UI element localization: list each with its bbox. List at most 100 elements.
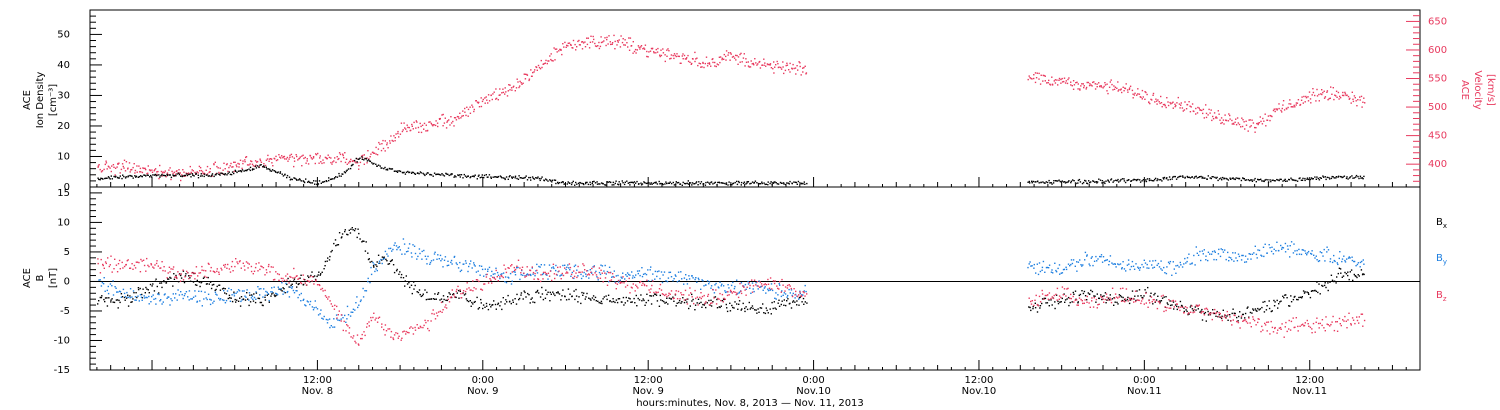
data-point [767,278,769,281]
data-point [211,173,214,175]
data-point [286,283,288,286]
data-point [505,299,507,301]
data-point [346,305,349,308]
data-point [633,50,636,53]
data-point [1082,292,1085,295]
data-point [1201,311,1203,313]
data-point [1083,85,1085,87]
data-point [781,182,783,184]
data-point [193,175,195,177]
data-point [418,248,421,250]
data-point [236,165,238,168]
data-point [560,49,562,51]
data-point [429,121,431,123]
data-point [595,274,598,276]
data-point [782,284,784,286]
data-point [300,274,302,276]
data-point [750,292,752,294]
data-point [164,175,167,177]
data-point [610,181,612,184]
data-point [487,308,490,311]
data-point [264,164,267,167]
data-point [290,153,293,156]
data-point [1323,97,1326,99]
data-point [715,289,717,291]
data-point [801,182,803,184]
data-point [1226,178,1228,180]
data-point [185,273,187,275]
data-point [685,58,687,60]
data-point [160,267,162,269]
data-point [1126,298,1129,301]
data-point [792,300,795,302]
data-point [255,298,257,300]
data-point [127,175,129,177]
top-ylabel-line1: ACE [22,90,33,110]
data-point [734,285,736,288]
data-point [506,301,508,303]
data-point [433,124,435,126]
data-point [233,170,235,173]
data-point [1236,260,1239,262]
data-point [796,300,798,302]
data-point [494,278,497,280]
data-point [1305,95,1307,98]
data-point [769,288,772,291]
data-point [302,274,304,276]
data-point [743,53,745,55]
data-point [1322,176,1325,178]
data-point [381,259,383,261]
data-point [621,180,623,182]
data-point [643,47,645,49]
data-point [234,169,236,172]
data-point [291,286,294,288]
data-point [490,275,492,277]
data-point [1113,304,1115,306]
data-point [177,289,179,291]
data-point [589,183,592,186]
data-point [758,280,760,282]
data-point [164,170,166,172]
data-point [1154,177,1157,180]
data-point [778,283,780,285]
bottom-series-Bz [97,255,1366,346]
data-point [110,301,112,303]
data-point [524,78,527,80]
data-point [315,279,317,281]
data-point [1249,119,1251,121]
data-point [1220,122,1222,125]
data-point [470,305,472,307]
data-point [1341,260,1343,263]
data-point [443,122,446,124]
data-point [136,171,138,173]
data-point [490,94,492,97]
data-point [716,307,719,309]
data-point [172,266,175,268]
data-point [704,184,707,186]
data-point [1116,87,1118,89]
data-point [335,176,337,178]
data-point [1262,246,1265,248]
data-point [408,332,410,334]
data-point [1302,249,1305,251]
data-point [453,294,455,296]
data-point [172,172,174,175]
data-point [751,282,754,284]
data-point [1240,317,1243,319]
data-point [613,184,615,186]
data-point [1105,293,1108,295]
data-point [733,287,736,290]
data-point [317,274,319,276]
data-point [1145,180,1148,183]
data-point [732,182,735,184]
data-point [317,183,320,185]
data-point [756,281,759,283]
data-point [1247,130,1249,132]
data-point [670,276,673,278]
data-point [1233,178,1235,180]
data-point [1215,259,1218,261]
data-point [435,312,438,314]
data-point [598,41,600,44]
data-point [1152,299,1154,301]
